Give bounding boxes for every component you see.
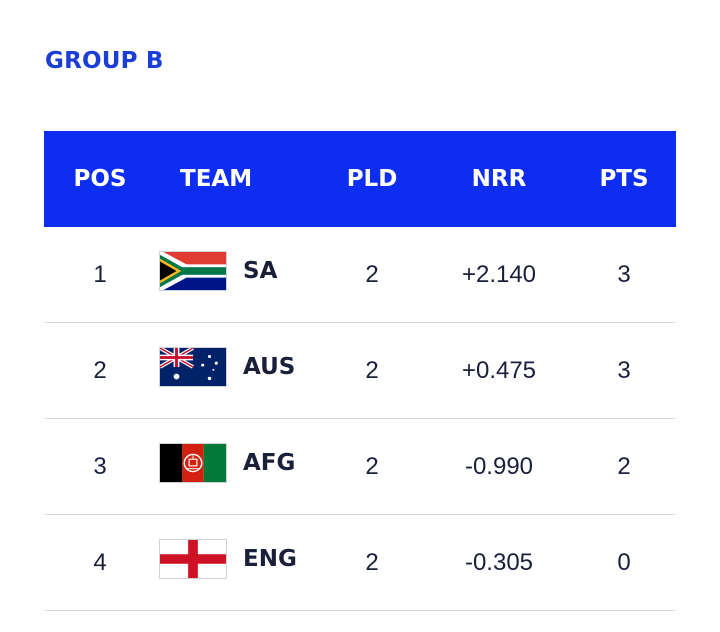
- row-pld: 2: [365, 453, 379, 480]
- table-row[interactable]: 1 SA 2 +2.140 3: [44, 227, 676, 323]
- table-row[interactable]: 3 AFG 2 -0.990 2: [44, 419, 676, 515]
- header-nrr: NRR: [471, 166, 527, 192]
- header-team: TEAM: [180, 166, 253, 192]
- team-name: ENG: [243, 546, 297, 572]
- australia-flag-icon: [159, 347, 227, 387]
- group-title: GROUP B: [45, 48, 164, 74]
- row-pld: 2: [365, 357, 379, 384]
- row-pts: 2: [617, 453, 631, 480]
- team-name: SA: [243, 258, 278, 284]
- row-pos: 2: [93, 357, 107, 384]
- standings-table: POS TEAM PLD NRR PTS 1 SA 2 +2.140 3: [44, 131, 676, 611]
- row-pts: 0: [617, 549, 631, 576]
- row-nrr: +0.475: [461, 357, 537, 384]
- row-pos: 3: [93, 453, 107, 480]
- row-pts: 3: [617, 261, 631, 288]
- afghanistan-flag-icon: [159, 443, 227, 483]
- row-pos: 4: [93, 549, 107, 576]
- team-name: AFG: [243, 450, 296, 476]
- row-pos: 1: [93, 261, 107, 288]
- table-row[interactable]: 4 ENG 2 -0.305 0: [44, 515, 676, 611]
- england-flag-icon: [159, 539, 227, 579]
- row-nrr: +2.140: [461, 261, 537, 288]
- header-pos: POS: [73, 166, 127, 192]
- table-row[interactable]: 2: [44, 323, 676, 419]
- table-header: POS TEAM PLD NRR PTS: [44, 131, 676, 227]
- row-pld: 2: [365, 261, 379, 288]
- row-pts: 3: [617, 357, 631, 384]
- row-nrr: -0.305: [464, 549, 534, 576]
- south-africa-flag-icon: [159, 251, 227, 291]
- row-nrr: -0.990: [464, 453, 534, 480]
- header-pld: PLD: [346, 166, 398, 192]
- row-pld: 2: [365, 549, 379, 576]
- header-pts: PTS: [599, 166, 649, 192]
- team-name: AUS: [243, 354, 296, 380]
